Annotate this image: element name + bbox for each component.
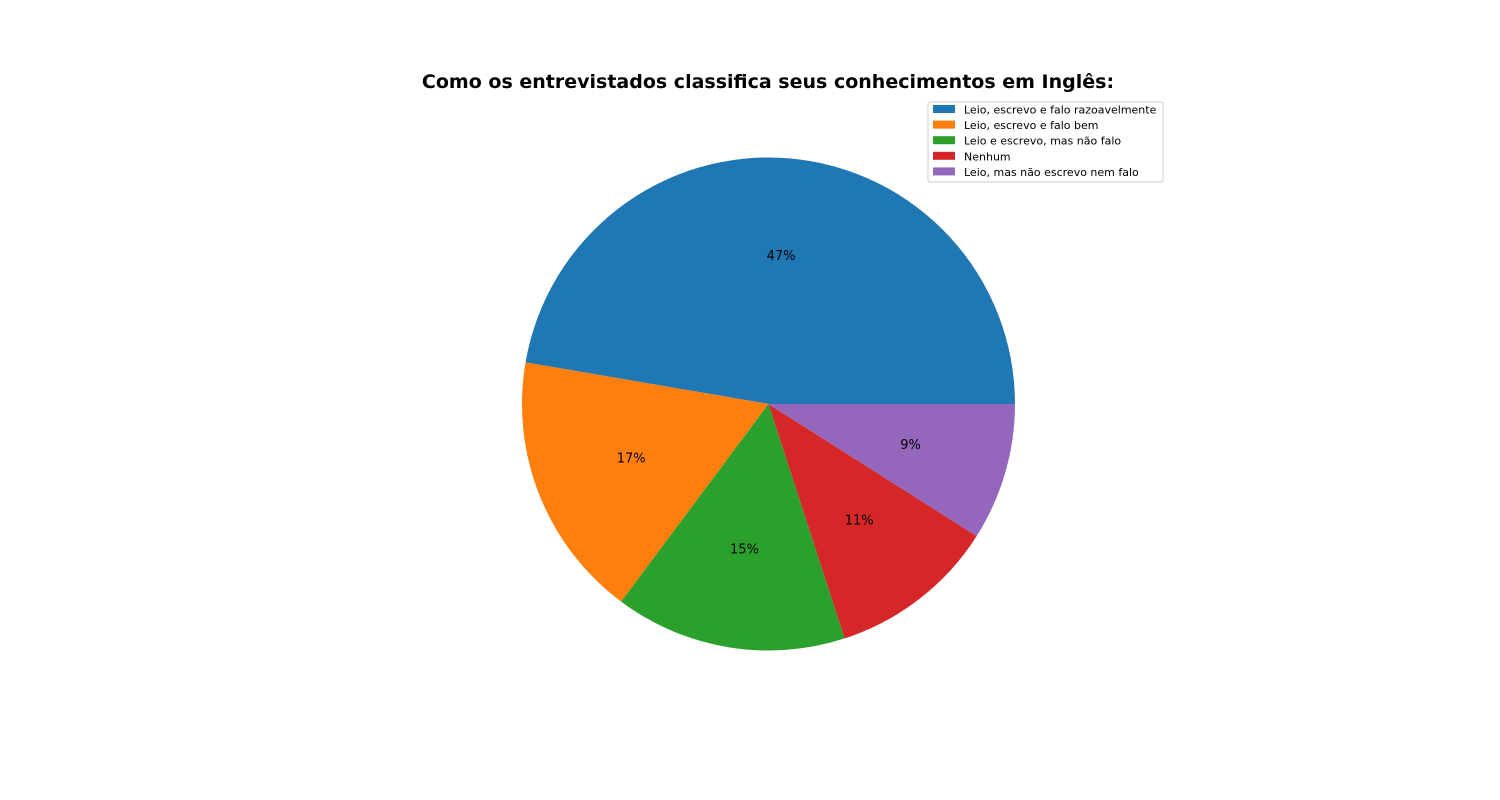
legend-label: Leio e escrevo, mas não falo [964,135,1121,148]
legend-swatch [933,151,955,160]
legend-swatch [933,105,955,113]
legend: Leio, escrevo e falo razoavelmente Leio, … [927,101,1164,183]
legend-swatch [933,120,955,129]
chart-title: Como os entrevistados classifica seus co… [422,71,1114,93]
percent-label: 11% [845,513,874,528]
percent-label: 17% [617,451,646,466]
pie-slices [522,157,1015,651]
percent-label: 9% [900,438,921,453]
pie-slice [768,404,1015,537]
legend-swatch [933,167,955,176]
percent-label: 15% [730,542,759,557]
pie-slice [768,404,977,639]
legend-label: Leio, mas não escrevo nem falo [964,166,1139,179]
legend-frame [927,101,1164,183]
pie-slice [522,362,769,602]
legend-label: Leio, escrevo e falo razoavelmente [964,104,1157,117]
legend-swatch [933,136,955,145]
legend-label: Leio, escrevo e falo bem [964,119,1098,132]
pie-percent-labels: 47% 17% 15% 11% 9% [617,249,921,557]
legend-label: Nenhum [964,150,1011,163]
pie-slice [525,157,1015,404]
pie-slice [621,404,845,651]
percent-label: 47% [767,249,796,264]
